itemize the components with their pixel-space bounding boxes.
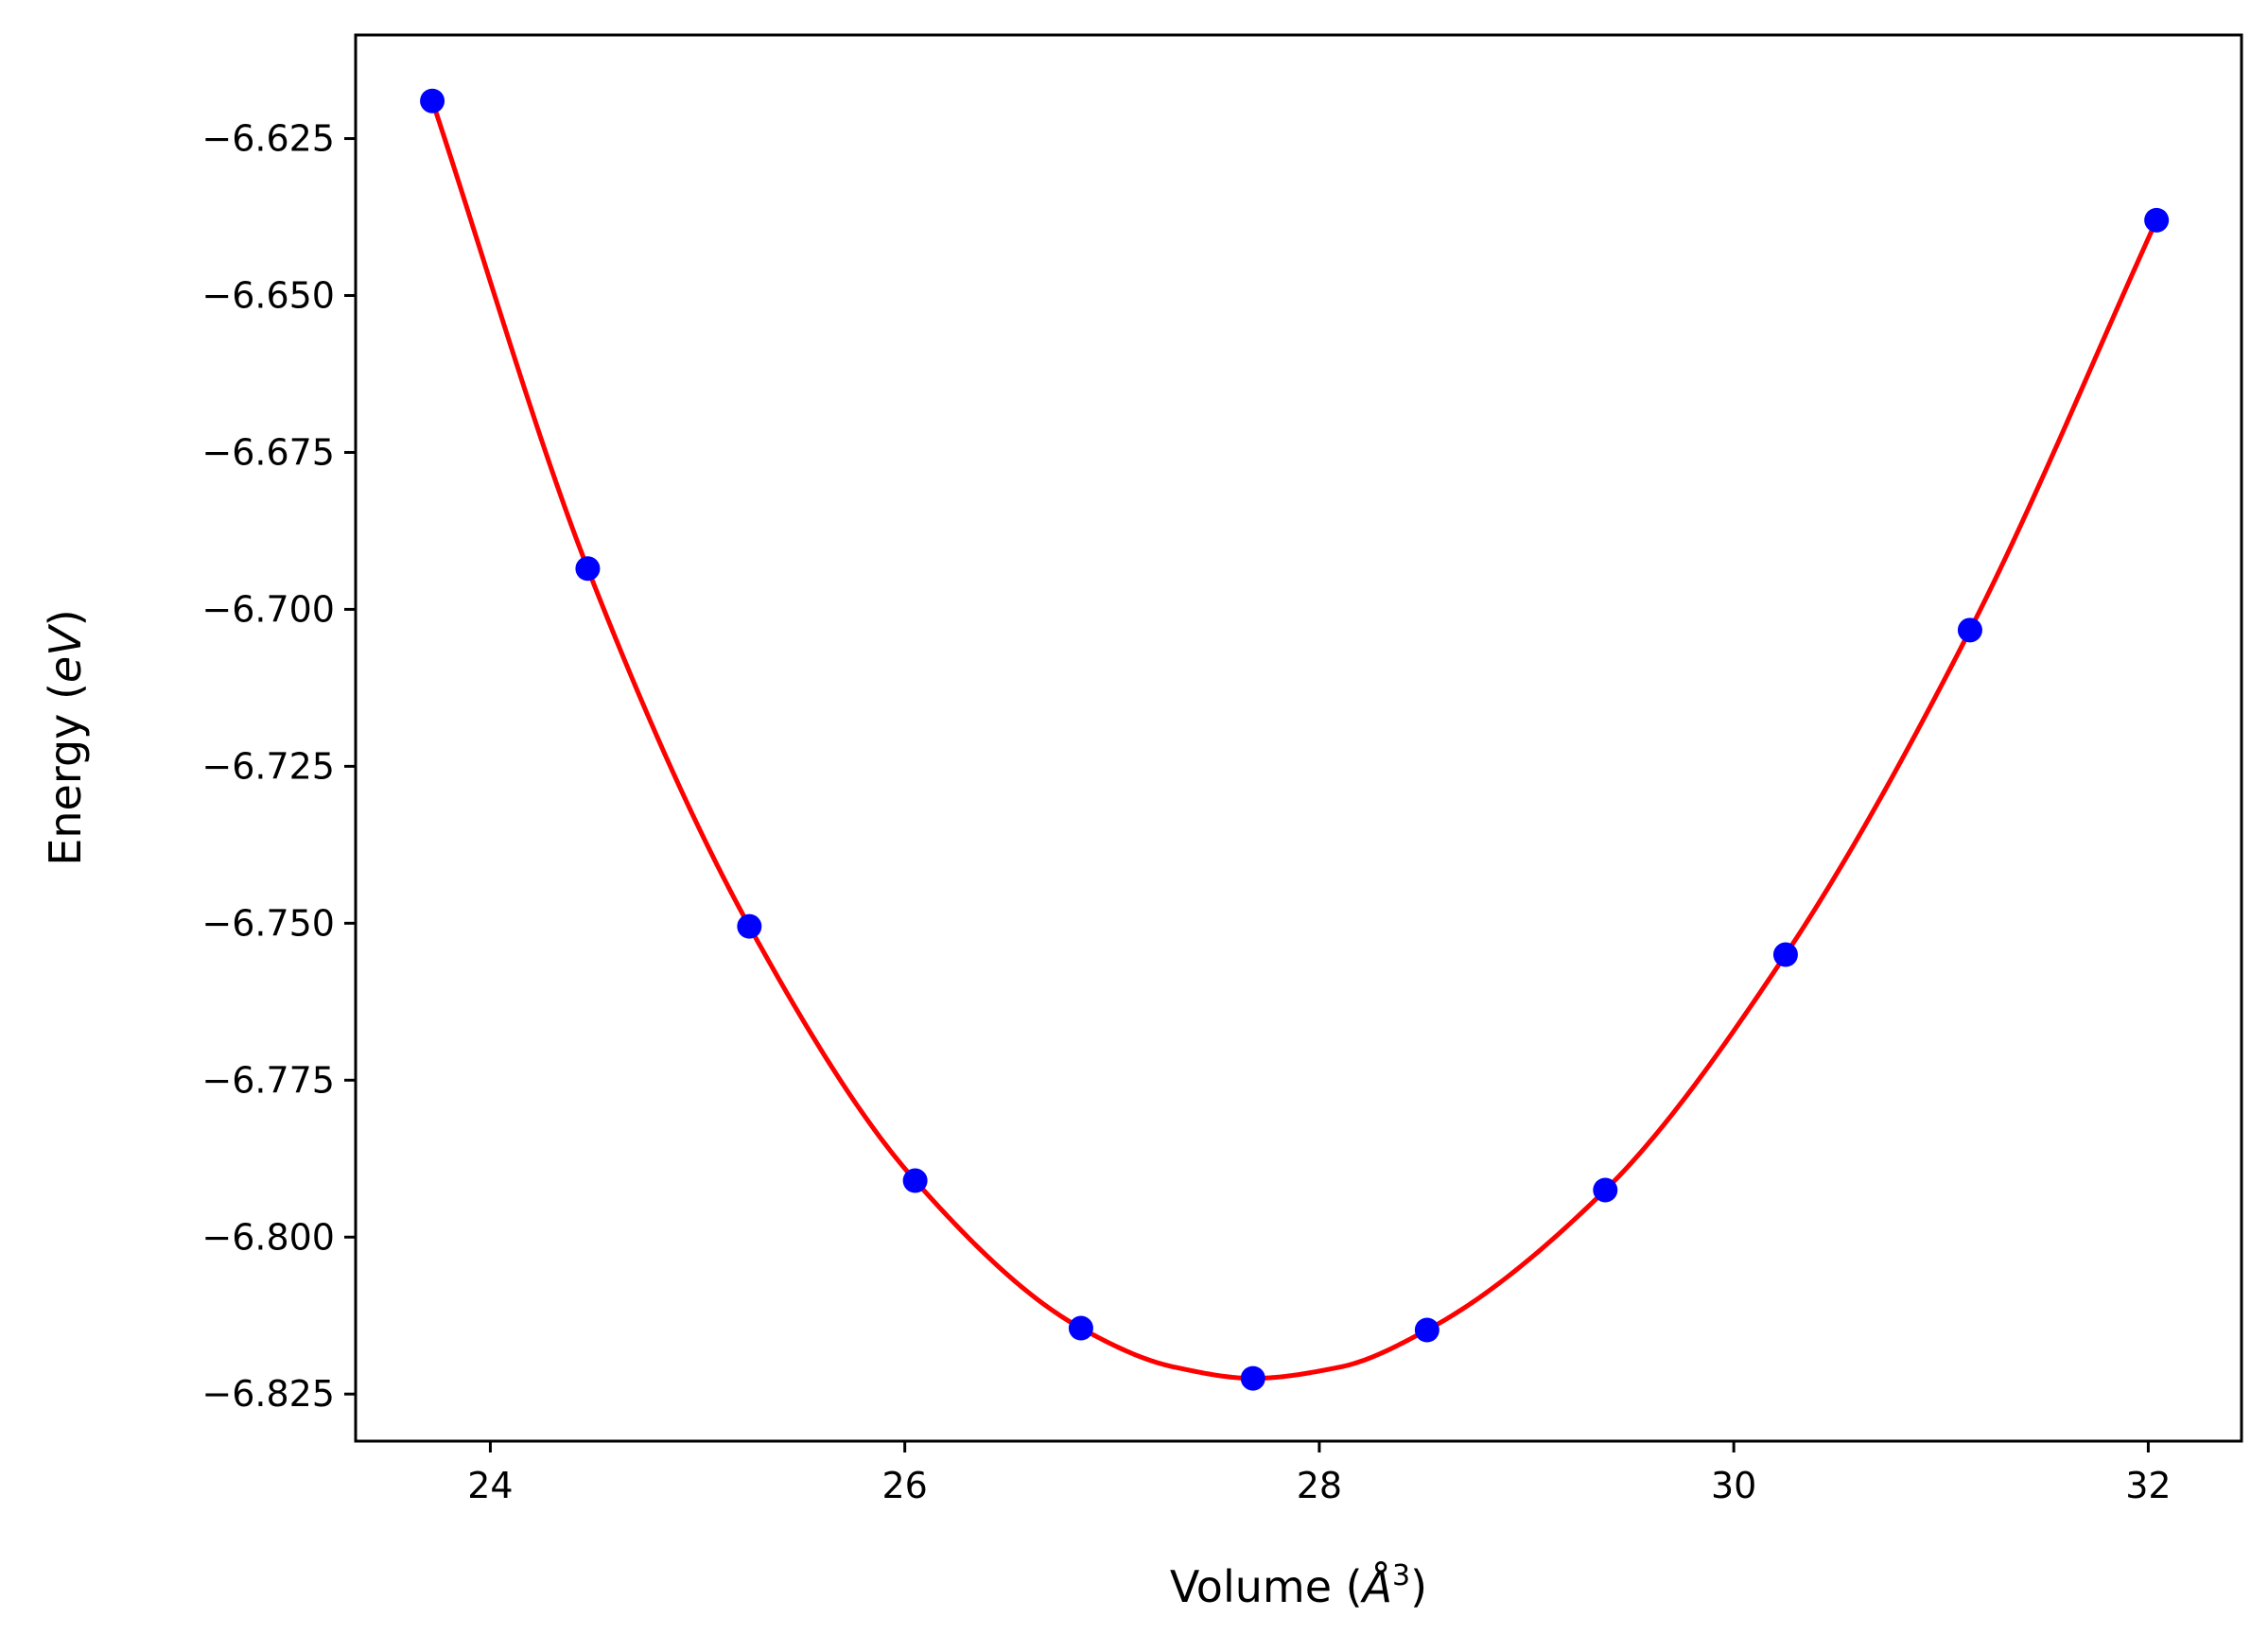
x-axis-ticks: 24 26 28 30 32	[467, 1441, 2172, 1506]
y-axis-label-unit: eV	[40, 623, 91, 683]
x-axis-label: Volume (Å3)	[1170, 1559, 1427, 1612]
x-tick-label: 24	[467, 1465, 513, 1506]
data-point	[1593, 1177, 1618, 1203]
data-point	[1957, 617, 1982, 643]
x-axis-label-unit: Å	[1360, 1561, 1392, 1612]
y-tick-label: −6.775	[201, 1059, 335, 1101]
data-point	[1240, 1365, 1265, 1391]
x-axis-label-close: )	[1410, 1561, 1427, 1612]
data-point	[575, 556, 601, 582]
y-tick-label: −6.725	[201, 745, 335, 787]
x-tick-label: 32	[2125, 1465, 2171, 1506]
y-axis-label: Energy (eV)	[40, 609, 91, 865]
data-point	[2144, 207, 2170, 233]
data-point	[1068, 1315, 1093, 1341]
y-tick-label: −6.825	[201, 1373, 335, 1415]
data-point	[737, 913, 762, 939]
y-tick-label: −6.650	[201, 274, 335, 316]
data-point	[1772, 942, 1798, 967]
y-tick-label: −6.675	[201, 431, 335, 473]
data-point	[1414, 1317, 1439, 1343]
x-tick-label: 30	[1711, 1465, 1756, 1506]
x-tick-label: 26	[881, 1465, 927, 1506]
y-axis-label-text: Energy (	[40, 683, 91, 866]
data-point	[902, 1168, 928, 1193]
x-axis-label-text: Volume (	[1170, 1561, 1363, 1612]
y-tick-label: −6.700	[201, 588, 335, 630]
x-tick-label: 28	[1297, 1465, 1342, 1506]
data-point	[420, 88, 445, 113]
plot-area-frame	[354, 33, 2243, 1443]
y-tick-label: −6.625	[201, 118, 335, 160]
y-tick-label: −6.800	[201, 1216, 335, 1258]
y-axis-label-close: )	[40, 609, 91, 626]
x-axis-label-power: 3	[1392, 1559, 1410, 1592]
y-tick-label: −6.750	[201, 902, 335, 944]
series-layer	[420, 88, 2170, 1391]
y-axis-ticks: −6.625 −6.650 −6.675 −6.700 −6.725 −6.750 −6.7…	[201, 118, 356, 1415]
